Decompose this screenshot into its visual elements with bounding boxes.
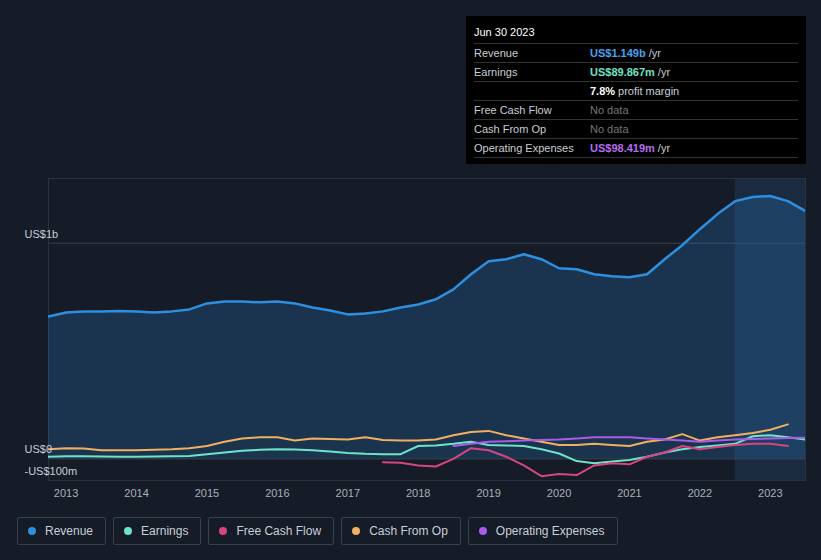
html-text:Jun 30 2023: Jun 30 2023: [474, 26, 535, 38]
svg-text:2020: 2020: [547, 487, 571, 499]
html-text:Free Cash Flow: Free Cash Flow: [474, 104, 552, 116]
svg-text:2021: 2021: [617, 487, 641, 499]
html-text:7.8% profit margin: 7.8% profit margin: [590, 85, 680, 97]
svg-text:US$0: US$0: [25, 443, 53, 455]
html-text:Free Cash Flow: Free Cash Flow: [236, 524, 322, 538]
svg-text:2017: 2017: [336, 487, 360, 499]
svg-text:2015: 2015: [195, 487, 219, 499]
html-text:No data: No data: [590, 104, 629, 116]
html-text:Operating Expenses: Operating Expenses: [495, 524, 605, 538]
html-text:US$89.867m /yr: US$89.867m /yr: [590, 66, 671, 78]
html-text:Cash From Op: Cash From Op: [474, 123, 547, 135]
html-text:Operating Expenses: Operating Expenses: [474, 142, 574, 154]
html-text:US$98.419m /yr: US$98.419m /yr: [590, 142, 671, 154]
html-text:No data: No data: [590, 123, 629, 135]
svg-text:2018: 2018: [406, 487, 430, 499]
svg-text:2023: 2023: [758, 487, 782, 499]
html-text:Earnings: Earnings: [141, 524, 189, 538]
svg-text:2022: 2022: [688, 487, 712, 499]
html-text:Cash From Op: Cash From Op: [369, 524, 448, 538]
svg-text:2019: 2019: [476, 487, 500, 499]
html-text:Revenue: Revenue: [474, 47, 518, 59]
svg-text:2013: 2013: [54, 487, 78, 499]
svg-text:2016: 2016: [265, 487, 289, 499]
svg-text:-US$100m: -US$100m: [25, 465, 78, 477]
svg-text:2014: 2014: [124, 487, 148, 499]
html-text:Revenue: Revenue: [45, 524, 93, 538]
html-text:US$1.149b /yr: US$1.149b /yr: [590, 47, 661, 59]
svg-text:US$1b: US$1b: [25, 228, 59, 240]
html-text:Earnings: Earnings: [474, 66, 518, 78]
